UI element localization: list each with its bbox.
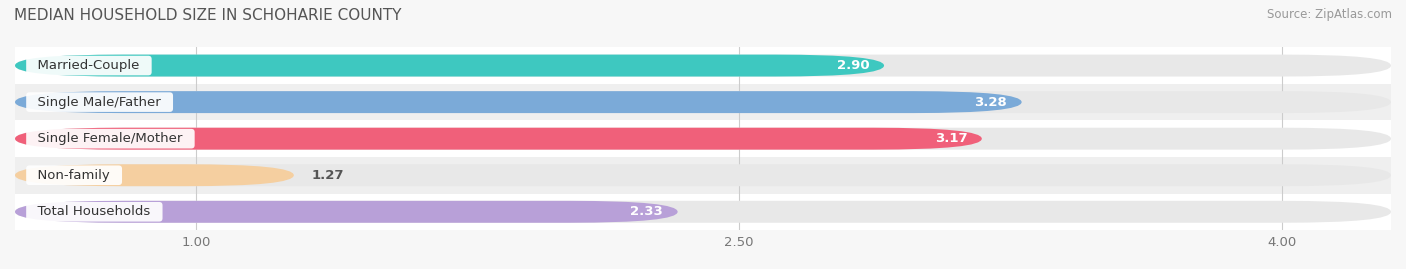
Text: 1.27: 1.27 [312, 169, 344, 182]
Text: 2.33: 2.33 [630, 205, 664, 218]
Text: Married-Couple: Married-Couple [30, 59, 149, 72]
Text: 3.28: 3.28 [974, 95, 1007, 109]
FancyBboxPatch shape [15, 201, 1391, 223]
Bar [15, 121, 1391, 157]
FancyBboxPatch shape [15, 164, 1391, 186]
Text: Non-family: Non-family [30, 169, 118, 182]
Bar [15, 157, 1391, 193]
FancyBboxPatch shape [15, 91, 1391, 113]
Bar [15, 47, 1391, 84]
FancyBboxPatch shape [15, 128, 981, 150]
FancyBboxPatch shape [15, 164, 294, 186]
Text: Source: ZipAtlas.com: Source: ZipAtlas.com [1267, 8, 1392, 21]
Bar [15, 193, 1391, 230]
Text: Total Households: Total Households [30, 205, 159, 218]
Text: 2.90: 2.90 [837, 59, 869, 72]
FancyBboxPatch shape [15, 55, 1391, 76]
FancyBboxPatch shape [15, 128, 1391, 150]
Text: MEDIAN HOUSEHOLD SIZE IN SCHOHARIE COUNTY: MEDIAN HOUSEHOLD SIZE IN SCHOHARIE COUNT… [14, 8, 402, 23]
FancyBboxPatch shape [15, 91, 1022, 113]
Text: Single Female/Mother: Single Female/Mother [30, 132, 191, 145]
FancyBboxPatch shape [15, 201, 678, 223]
Bar [15, 84, 1391, 121]
FancyBboxPatch shape [15, 55, 884, 76]
Text: 3.17: 3.17 [935, 132, 967, 145]
Text: Single Male/Father: Single Male/Father [30, 95, 170, 109]
